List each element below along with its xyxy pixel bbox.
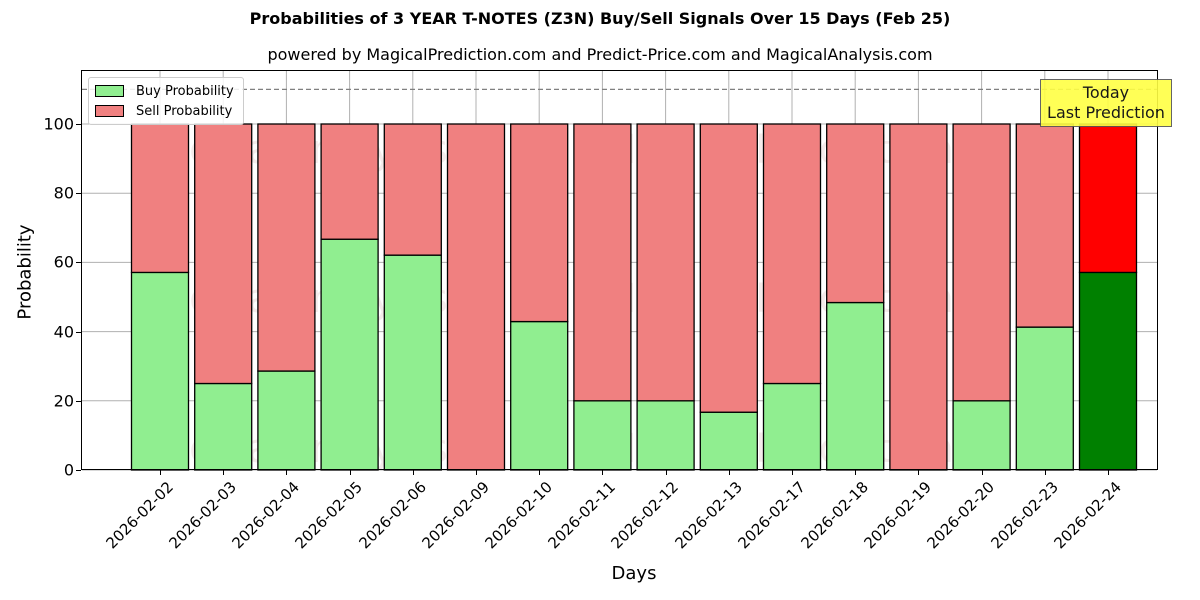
y-tick-label: 20: [53, 391, 74, 411]
y-tick-mark: [76, 470, 81, 471]
x-tick-mark: [981, 470, 983, 475]
y-tick-label: 40: [53, 322, 74, 342]
buy-bar: [636, 400, 695, 471]
annotation-line2: Last Prediction: [1047, 103, 1165, 122]
y-axis-label: Probability: [14, 224, 36, 320]
legend-item-buy: Buy Probability: [95, 83, 234, 99]
x-tick-mark: [223, 470, 225, 475]
legend-item-sell: Sell Probability: [95, 103, 232, 119]
y-tick-mark: [76, 124, 81, 125]
x-axis-label: Days: [611, 563, 657, 584]
x-tick-mark: [412, 470, 414, 475]
sell-bar: [1015, 123, 1074, 328]
x-tick-mark: [1108, 470, 1109, 475]
y-tick-label: 80: [53, 183, 74, 203]
sell-bar: [510, 123, 569, 323]
sell-bar: [573, 123, 632, 402]
chart-subtitle: powered by MagicalPrediction.com and Pre…: [267, 45, 933, 64]
x-tick-mark: [349, 470, 351, 475]
buy-bar: [130, 271, 190, 471]
x-tick-mark: [665, 470, 667, 475]
plot-area: [81, 70, 1158, 470]
sell-bar: [699, 123, 758, 413]
y-tick-mark: [76, 331, 81, 333]
y-tick-mark: [76, 193, 81, 195]
x-tick-mark: [792, 470, 793, 475]
sell-bar: [320, 123, 379, 240]
sell-bar: [383, 123, 442, 256]
y-tick-mark: [76, 262, 81, 264]
sell-bar: [636, 123, 695, 402]
y-tick-label: 60: [53, 252, 74, 272]
x-tick-mark: [476, 470, 477, 475]
x-tick-mark: [160, 470, 161, 475]
x-tick-mark: [286, 470, 288, 475]
buy-bar: [573, 400, 632, 471]
y-tick-label: 0: [63, 460, 74, 480]
x-tick-mark: [918, 470, 920, 475]
x-tick-mark: [602, 470, 604, 475]
sell-bar: [952, 123, 1011, 402]
x-tick-mark: [855, 470, 857, 475]
sell-bar: [446, 123, 506, 471]
sell-bar: [130, 123, 190, 274]
today-annotation: Today Last Prediction: [1040, 79, 1172, 127]
legend: Buy Probability Sell Probability: [88, 77, 244, 125]
buy-bar: [383, 254, 442, 471]
buy-swatch-icon: [95, 85, 124, 97]
buy-bar: [320, 238, 379, 471]
sell-bar: [257, 123, 316, 372]
chart-title: Probabilities of 3 YEAR T-NOTES (Z3N) Bu…: [249, 9, 951, 28]
sell-bar: [826, 123, 885, 304]
buy-bar: [952, 400, 1011, 471]
sell-bar: [1078, 123, 1138, 274]
legend-buy-label: Buy Probability: [136, 83, 234, 99]
annotation-line1: Today: [1082, 83, 1130, 102]
x-tick-mark: [539, 470, 541, 475]
y-tick-label: 100: [43, 114, 74, 134]
x-tick-mark: [728, 470, 730, 475]
x-tick-mark: [1044, 470, 1046, 475]
sell-swatch-icon: [95, 105, 124, 117]
sell-bar: [762, 123, 822, 385]
legend-sell-label: Sell Probability: [136, 103, 233, 119]
y-tick-mark: [76, 400, 81, 402]
buy-bar: [699, 411, 758, 471]
buy-bar: [762, 382, 822, 471]
